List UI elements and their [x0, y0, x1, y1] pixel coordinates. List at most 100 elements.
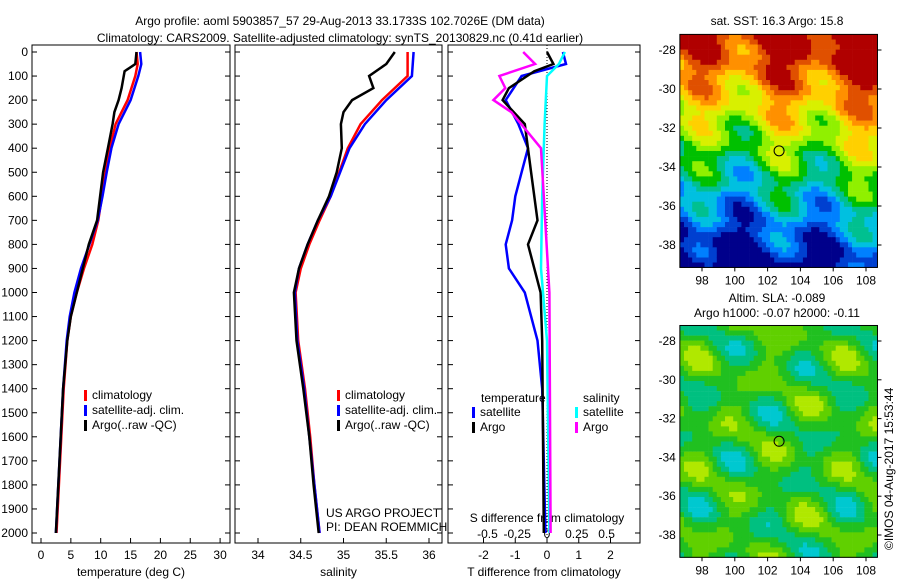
map-cell: [786, 532, 791, 538]
map-cell: [807, 522, 812, 528]
map-cell: [757, 130, 763, 137]
map-cell: [774, 211, 779, 218]
map-cell: [864, 49, 869, 55]
map-cell: [720, 181, 726, 187]
map-cell: [720, 401, 726, 407]
map-cell: [712, 257, 718, 263]
map-cell: [749, 532, 754, 538]
map-cell: [798, 201, 804, 208]
map-cell: [843, 451, 849, 457]
legend-label: Argo(..raw -QC): [345, 418, 430, 432]
map-cell: [770, 196, 775, 202]
map-cell: [848, 211, 853, 218]
map-cell: [835, 330, 841, 336]
map-cell: [753, 386, 759, 392]
map-cell: [774, 247, 779, 253]
map-cell: [729, 227, 734, 233]
map-cell: [811, 232, 816, 238]
map-cell: [798, 59, 804, 66]
map-cell: [704, 401, 709, 407]
legend-swatch: [337, 390, 340, 401]
map-cell: [761, 232, 767, 238]
map-cell: [684, 227, 689, 233]
map-cell: [819, 262, 824, 268]
map-cell: [720, 391, 726, 397]
map-cell: [774, 161, 779, 167]
map-cell: [782, 54, 787, 61]
map-cell: [766, 365, 771, 372]
map-cell: [872, 85, 877, 91]
map-cell: [864, 441, 869, 447]
map-cell: [700, 375, 705, 382]
map-cell: [712, 90, 718, 96]
map-cell: [712, 406, 718, 412]
map-cell: [827, 80, 832, 86]
map-cell: [737, 456, 742, 462]
map-cell: [864, 381, 869, 387]
map-cell: [729, 537, 734, 543]
map-cell: [782, 125, 787, 132]
map-cell: [860, 502, 865, 508]
map-cell: [860, 206, 865, 213]
map-cell: [692, 552, 697, 558]
map-cell: [848, 502, 853, 508]
map-cell: [679, 411, 685, 417]
map-cell: [774, 257, 779, 263]
map-cell: [684, 532, 689, 538]
map-cell: [852, 476, 857, 483]
map-cell: [753, 115, 759, 121]
map-cell: [827, 360, 832, 367]
map-cell: [692, 476, 697, 483]
map-cell: [807, 365, 812, 372]
map-cell: [811, 115, 816, 121]
map-cell: [733, 436, 738, 442]
map-cell: [704, 446, 709, 452]
map-cell: [766, 325, 771, 331]
map-cell: [794, 49, 800, 55]
map-cell: [794, 446, 800, 452]
map-cell: [802, 140, 808, 147]
map-cell: [815, 335, 820, 341]
map-cell: [815, 44, 820, 50]
map-cell: [819, 125, 824, 132]
map-cell: [790, 491, 795, 498]
map-cell: [868, 426, 873, 432]
map-cell: [766, 85, 771, 91]
map-cell: [848, 335, 853, 341]
map-cell: [811, 105, 816, 111]
map-cell: [864, 406, 869, 412]
map-cell: [856, 416, 861, 422]
map-cell: [700, 396, 705, 402]
map-cell: [819, 370, 824, 377]
map-cell: [843, 135, 849, 142]
map-cell: [802, 105, 808, 111]
map-cell: [684, 421, 689, 427]
map-cell: [712, 466, 718, 472]
map-cell: [774, 537, 779, 543]
map-cell: [684, 446, 689, 452]
map-cell: [745, 242, 750, 248]
map-cell: [708, 552, 713, 558]
map-cell: [749, 54, 754, 61]
map-cell: [704, 340, 709, 346]
map-cell: [712, 145, 718, 152]
map-cell: [872, 466, 877, 472]
map-cell: [729, 406, 734, 412]
map-cell: [733, 335, 738, 341]
map-cell: [843, 161, 849, 167]
map-cell: [753, 110, 759, 116]
map-cell: [757, 497, 763, 503]
map-cell: [794, 34, 800, 40]
map-cell: [856, 211, 861, 218]
map-cell: [839, 181, 845, 187]
map-cell: [753, 171, 759, 177]
map-cell: [770, 406, 775, 412]
map-cell: [872, 461, 877, 467]
map-cell: [848, 237, 853, 243]
map-cell: [798, 411, 804, 417]
map-cell: [688, 247, 693, 253]
map-cell: [823, 502, 828, 508]
map-cell: [749, 401, 754, 407]
map-cell: [749, 242, 754, 248]
map-cell: [819, 416, 824, 422]
